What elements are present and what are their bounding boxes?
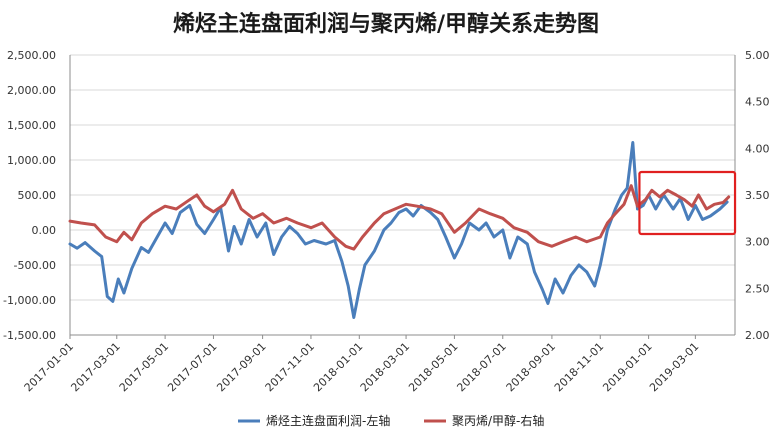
y-right-tick-label: 2.50 xyxy=(745,282,770,295)
y-right-tick-label: 4.00 xyxy=(745,142,770,155)
series-line-olefin-profit xyxy=(68,141,729,319)
x-tick-label: 2018-03-01 xyxy=(358,340,412,394)
x-tick-label: 2017-07-01 xyxy=(165,340,219,394)
x-tick-label: 2017-05-01 xyxy=(117,340,171,394)
x-tick-label: 2017-11-01 xyxy=(263,340,317,394)
highlight-box xyxy=(638,170,737,236)
x-tick-label: 2017-03-01 xyxy=(68,340,122,394)
y-right-tick-label: 4.50 xyxy=(745,96,770,109)
y-left-tick-label: 1,000.00 xyxy=(7,154,56,167)
y-right-tick-label: 2.00 xyxy=(745,329,770,342)
y-left-tick-label: -500.00 xyxy=(14,259,56,272)
x-tick-label: 2017-09-01 xyxy=(214,340,268,394)
y-left-tick-label: 1,500.00 xyxy=(7,119,56,132)
y-left-tick-label: -1,000.00 xyxy=(3,294,56,307)
y-left-tick-label: 500.00 xyxy=(18,189,57,202)
x-tick-label: 2019-01-01 xyxy=(600,340,654,394)
y-left-tick-label: 0.00 xyxy=(32,224,57,237)
x-tick-label: 2017-01-01 xyxy=(22,340,76,394)
x-tick-label: 2018-09-01 xyxy=(504,340,558,394)
y-right-tick-label: 3.00 xyxy=(745,236,770,249)
x-tick-label: 2019-03-01 xyxy=(647,340,701,394)
chart-title: 烯烃主连盘面利润与聚丙烯/甲醇关系走势图 xyxy=(172,11,600,37)
x-tick-label: 2018-01-01 xyxy=(311,340,365,394)
y-right-tick-label: 3.50 xyxy=(745,189,770,202)
x-tick-label: 2018-11-01 xyxy=(552,340,606,394)
legend-label: 聚丙烯/甲醇-右轴 xyxy=(452,413,544,428)
y-left-tick-label: 2,500.00 xyxy=(7,49,56,62)
x-tick-label: 2018-05-01 xyxy=(406,340,460,394)
y-left-tick-label: -1,500.00 xyxy=(3,329,56,342)
x-tick-label: 2018-07-01 xyxy=(454,340,508,394)
legend-label: 烯烃主连盘面利润-左轴 xyxy=(266,413,390,428)
y-left-tick-label: 2,000.00 xyxy=(7,84,56,97)
series-line-pp-methanol-ratio xyxy=(68,184,731,251)
y-right-tick-label: 5.00 xyxy=(745,49,770,62)
